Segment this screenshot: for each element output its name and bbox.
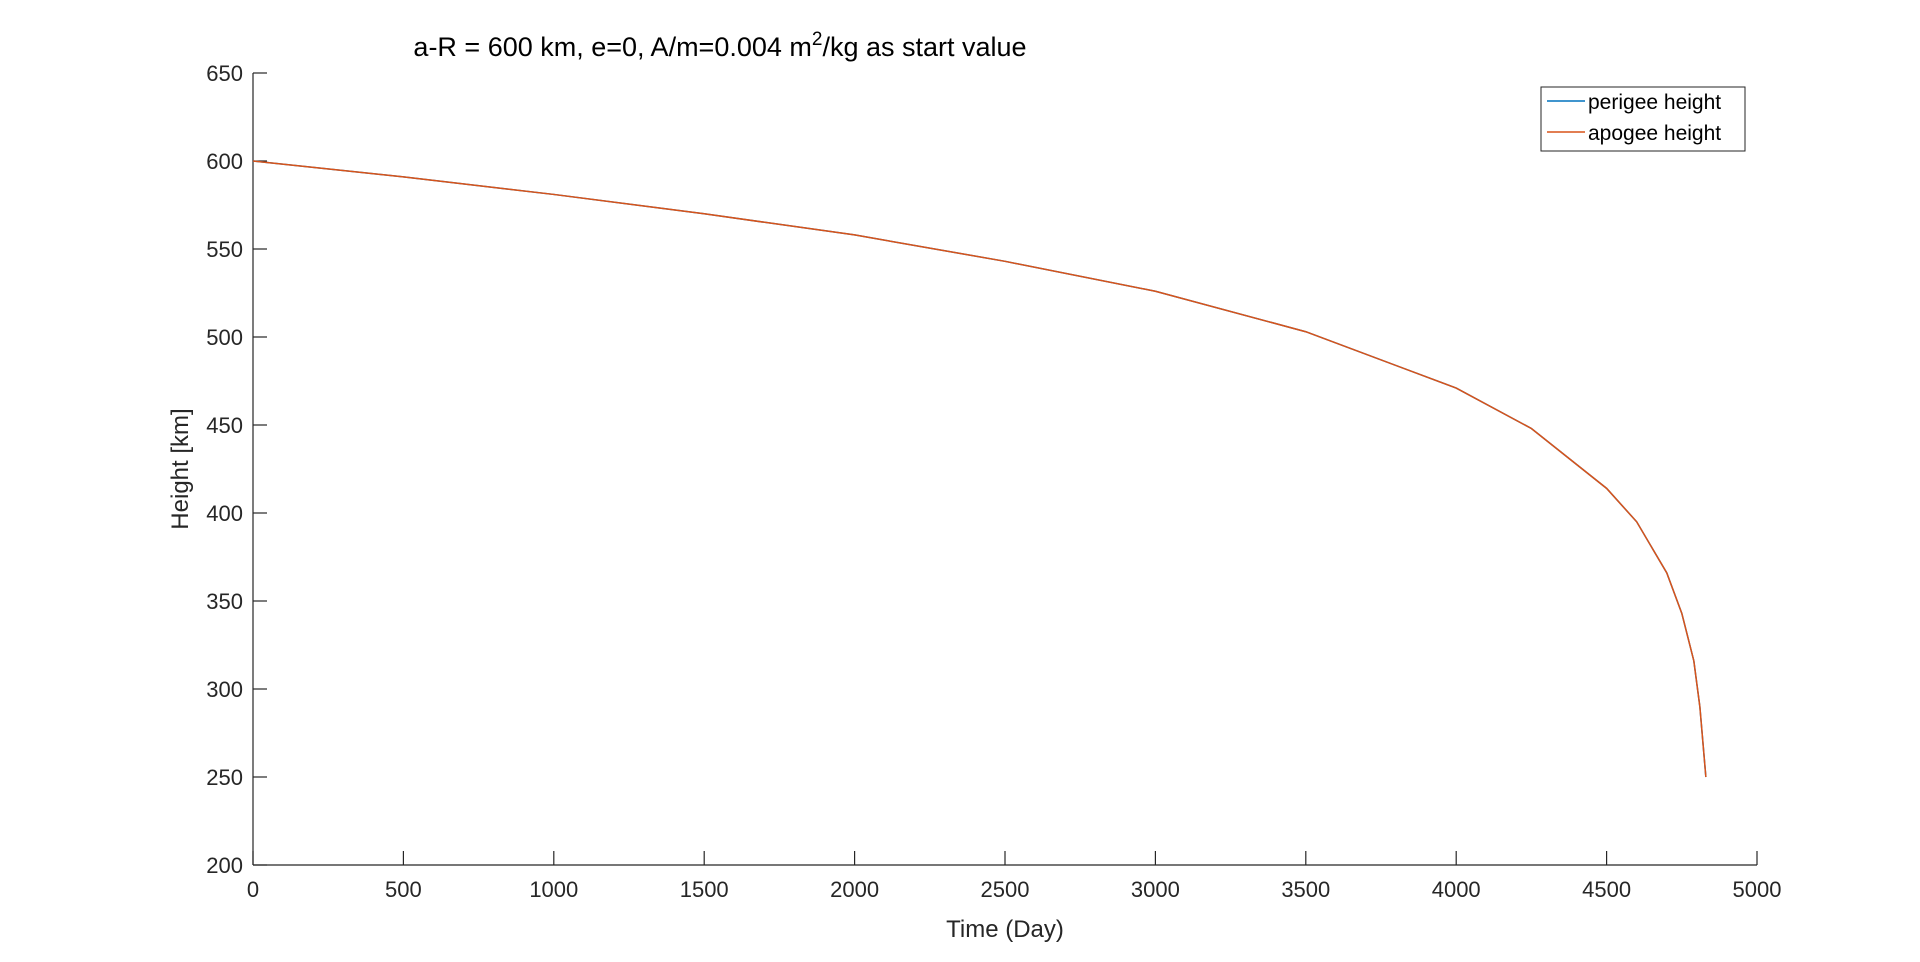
plot-area: 0 500 1000 1500 2000 2500 3000 3500 4000 4500 5000…	[206, 61, 1781, 902]
chart-title-superscript: 2	[812, 29, 823, 50]
chart-title-main: a-R = 600 km, e=0, A/m=0.004 m	[413, 32, 811, 62]
x-tick-label: 2000	[830, 877, 879, 902]
chart-title-suffix: /kg as start value	[822, 32, 1026, 62]
y-tick-label: 450	[206, 413, 243, 438]
y-tick-label: 300	[206, 677, 243, 702]
x-axis-ticks: 0 500 1000 1500 2000 2500 3000 3500 4000 4500 5000	[247, 851, 1782, 902]
y-tick-label: 350	[206, 589, 243, 614]
series-line-apogee	[252, 160, 1707, 778]
x-tick-label: 5000	[1733, 877, 1782, 902]
y-tick-label: 550	[206, 237, 243, 262]
y-tick-label: 500	[206, 325, 243, 350]
legend-label-perigee: perigee height	[1588, 91, 1721, 114]
x-tick-label: 4500	[1582, 877, 1631, 902]
x-tick-label: 0	[247, 877, 259, 902]
x-tick-label: 2500	[981, 877, 1030, 902]
y-axis-ticks: 200 250 300 350 400 450 500 550 600 650	[206, 61, 267, 878]
x-axis-label: Time (Day)	[946, 916, 1064, 943]
plot-background	[253, 73, 1757, 865]
x-tick-label: 500	[385, 877, 422, 902]
y-tick-label: 600	[206, 149, 243, 174]
x-tick-label: 1000	[529, 877, 578, 902]
chart-title: a-R = 600 km, e=0, A/m=0.004 m2/kg as st…	[413, 29, 1026, 62]
y-tick-label: 400	[206, 501, 243, 526]
y-axis-label: Height [km]	[167, 408, 194, 529]
x-tick-label: 1500	[680, 877, 729, 902]
series-lines	[252, 160, 1707, 778]
y-tick-label: 650	[206, 61, 243, 86]
x-tick-label: 4000	[1432, 877, 1481, 902]
legend: perigee height apogee height	[1540, 86, 1746, 152]
x-tick-label: 3000	[1131, 877, 1180, 902]
x-tick-label: 3500	[1281, 877, 1330, 902]
y-tick-label: 200	[206, 853, 243, 878]
y-tick-label: 250	[206, 765, 243, 790]
legend-label-apogee: apogee height	[1588, 122, 1721, 145]
legend-box	[1540, 86, 1746, 152]
